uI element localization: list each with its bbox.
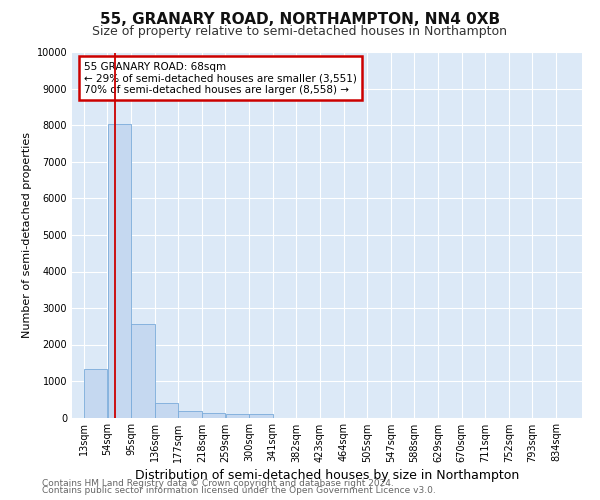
Y-axis label: Number of semi-detached properties: Number of semi-detached properties (22, 132, 32, 338)
Text: 55 GRANARY ROAD: 68sqm
← 29% of semi-detached houses are smaller (3,551)
70% of : 55 GRANARY ROAD: 68sqm ← 29% of semi-det… (85, 62, 357, 95)
X-axis label: Distribution of semi-detached houses by size in Northampton: Distribution of semi-detached houses by … (135, 469, 519, 482)
Bar (202, 413, 226, 418)
Text: Contains HM Land Registry data © Crown copyright and database right 2024.: Contains HM Land Registry data © Crown c… (42, 478, 394, 488)
Text: Contains public sector information licensed under the Open Government Licence v3: Contains public sector information licen… (42, 486, 436, 495)
Bar (155, 403, 178, 417)
Bar (178, 412, 202, 418)
Text: 55, GRANARY ROAD, NORTHAMPTON, NN4 0XB: 55, GRANARY ROAD, NORTHAMPTON, NN4 0XB (100, 12, 500, 28)
Bar (226, 414, 249, 418)
Bar (131, 324, 155, 418)
Bar (249, 414, 272, 418)
Bar (107, 124, 131, 418)
Text: Size of property relative to semi-detached houses in Northampton: Size of property relative to semi-detach… (92, 25, 508, 38)
Bar (84, 370, 107, 418)
